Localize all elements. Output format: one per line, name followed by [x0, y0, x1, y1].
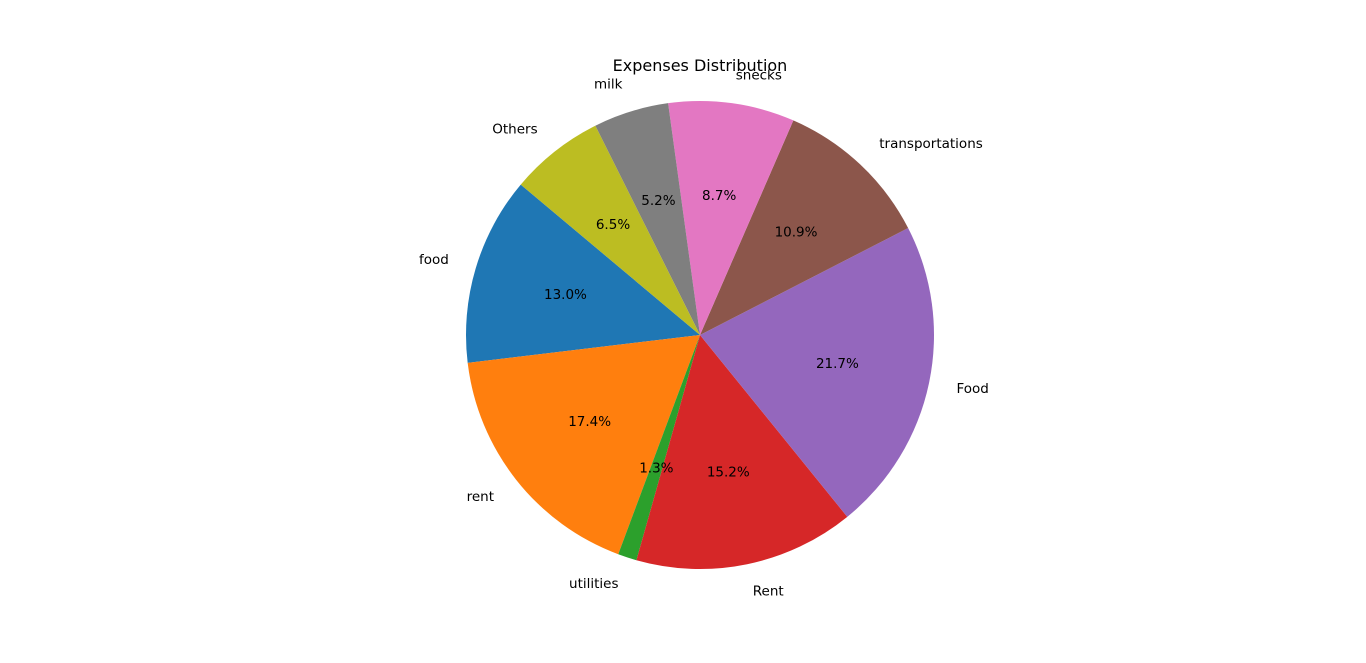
slice-percent-rent-3: 15.2%	[707, 465, 750, 481]
pie-slice-transportations-5	[700, 120, 909, 335]
slice-label-food-0: food	[419, 252, 449, 268]
pie-slice-food-4	[700, 228, 934, 517]
slice-label-utilities-2: utilities	[569, 576, 619, 592]
slice-labels: food rent utilities Rent Food transportations…	[419, 67, 989, 599]
slice-label-food-4: Food	[956, 381, 988, 397]
slice-percent-transportations-5: 10.9%	[775, 225, 818, 241]
pie-slice-utilities-2	[618, 335, 700, 561]
pie-slice-rent-3	[636, 335, 848, 569]
slice-percent-food-0: 13.0%	[544, 287, 587, 303]
slice-percent-rent-1: 17.4%	[568, 414, 611, 430]
pie-slices	[466, 100, 934, 569]
slice-label-milk-7: milk	[594, 77, 623, 93]
slice-label-transportations-5: transportations	[879, 136, 983, 152]
slice-percent-others-8: 6.5%	[596, 217, 630, 233]
slice-percent-food-4: 21.7%	[816, 356, 859, 372]
slice-percent-snecks-6: 8.7%	[702, 188, 736, 204]
slice-percent-labels: 13.0% 17.4% 1.3% 15.2% 21.7% 10.9% 8.7% 5.2% 6.5…	[544, 188, 859, 481]
slice-label-others-8: Others	[492, 121, 537, 137]
pie-slice-others-8	[520, 125, 700, 335]
slice-label-snecks-6: snecks	[736, 67, 782, 83]
pie-slice-food-0	[466, 184, 700, 363]
slice-label-rent-1: rent	[467, 489, 494, 505]
slice-percent-utilities-2: 1.3%	[639, 460, 673, 476]
pie-slice-snecks-6	[668, 100, 794, 335]
slice-percent-milk-7: 5.2%	[641, 193, 675, 209]
slice-label-rent-3: Rent	[753, 584, 784, 600]
pie-slice-milk-7	[595, 103, 700, 335]
pie-slice-rent-1	[467, 335, 700, 555]
chart-title: Expenses Distribution	[613, 56, 788, 75]
